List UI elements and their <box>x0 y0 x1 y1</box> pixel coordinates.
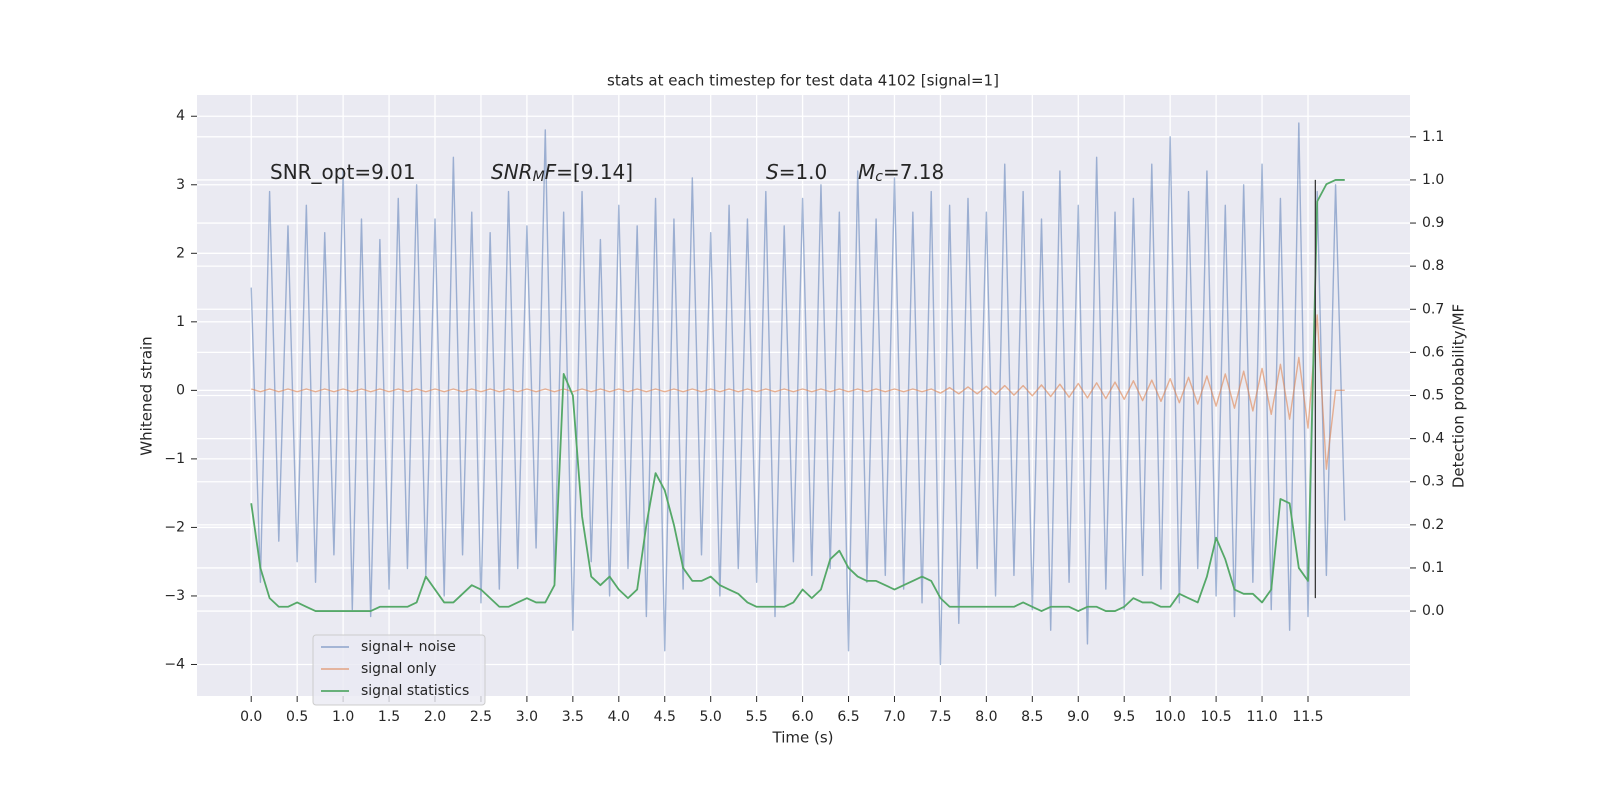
x-tick-label: 3.5 <box>562 709 584 725</box>
annotation-part: M <box>533 169 545 185</box>
y-axis-label: Whitened strain <box>138 336 156 455</box>
y2-tick-label: 0.9 <box>1422 215 1444 231</box>
x-tick-label: 0.5 <box>286 709 308 725</box>
x-axis-label: Time (s) <box>772 729 834 747</box>
x-tick-label: 9.0 <box>1067 709 1089 725</box>
x-tick-label: 6.5 <box>837 709 859 725</box>
y2-axis-label: Detection probability/MF <box>1450 304 1468 488</box>
series-line <box>250 122 1346 666</box>
x-tick-label: 9.5 <box>1113 709 1135 725</box>
y-tick-label: 3 <box>176 177 185 193</box>
annotation-part: c <box>875 169 883 185</box>
annotation-part: =1.0 <box>779 160 828 184</box>
x-tick-label: 7.5 <box>929 709 951 725</box>
y-tick-label: 4 <box>176 108 185 124</box>
y2-tick-label: 1.0 <box>1422 172 1444 188</box>
series-line <box>251 314 1345 470</box>
legend-label: signal only <box>361 661 436 677</box>
x-tick-label: 5.0 <box>700 709 722 725</box>
y-tick-label: −3 <box>164 588 185 604</box>
y-tick-label: −2 <box>164 519 185 535</box>
y2-tick-label: 0.4 <box>1422 431 1444 447</box>
series-line <box>250 179 1345 612</box>
y2-tick-label: 1.1 <box>1422 129 1444 145</box>
x-tick-label: 7.0 <box>883 709 905 725</box>
x-tick-label: 11.5 <box>1292 709 1323 725</box>
annotation-part: =[9.14] <box>556 160 633 184</box>
y2-tick-label: 0.3 <box>1422 474 1444 490</box>
y2-tick-label: 0.1 <box>1422 560 1444 576</box>
x-tick-label: 0.0 <box>240 709 262 725</box>
chart-title: stats at each timestep for test data 410… <box>607 72 999 90</box>
x-tick-label: 5.5 <box>746 709 768 725</box>
annotation: SNR_opt=9.01 <box>270 160 416 184</box>
x-tick-label: 10.5 <box>1201 709 1232 725</box>
y-tick-label: 0 <box>176 382 185 398</box>
y-tick-label: −4 <box>164 656 185 672</box>
x-tick-label: 4.0 <box>608 709 630 725</box>
y2-tick-label: 0.5 <box>1422 388 1444 404</box>
legend-label: signal statistics <box>361 683 469 699</box>
annotation-part: SNR <box>491 160 533 184</box>
annotation-part: =7.18 <box>883 160 944 184</box>
y2-tick-label: 0.6 <box>1422 344 1444 360</box>
x-tick-label: 11.0 <box>1246 709 1277 725</box>
x-tick-label: 2.0 <box>424 709 446 725</box>
x-tick-label: 1.0 <box>332 709 354 725</box>
x-tick-label: 6.0 <box>791 709 813 725</box>
annotation-part: SNR_opt=9.01 <box>270 160 416 184</box>
x-tick-label: 10.0 <box>1155 709 1186 725</box>
y2-tick-label: 0.2 <box>1422 517 1444 533</box>
annotation-part: F <box>545 160 557 184</box>
annotation: S=1.0 <box>766 160 827 184</box>
legend-label: signal+ noise <box>361 639 456 655</box>
x-tick-label: 2.5 <box>470 709 492 725</box>
y-tick-label: 2 <box>176 245 185 261</box>
y-tick-label: −1 <box>164 451 185 467</box>
x-tick-label: 3.0 <box>516 709 538 725</box>
x-tick-label: 8.0 <box>975 709 997 725</box>
y-tick-label: 1 <box>176 314 185 330</box>
y2-tick-label: 0.7 <box>1422 301 1444 317</box>
annotation: Mc=7.18 <box>858 160 944 186</box>
y2-tick-label: 0.0 <box>1422 603 1444 619</box>
annotation: SNRMF=[9.14] <box>491 160 633 186</box>
x-tick-label: 1.5 <box>378 709 400 725</box>
x-tick-label: 4.5 <box>654 709 676 725</box>
y2-tick-label: 0.8 <box>1422 258 1444 274</box>
legend-box <box>312 634 486 706</box>
x-tick-label: 8.5 <box>1021 709 1043 725</box>
annotation-part: M <box>858 160 875 184</box>
annotation-part: S <box>766 160 779 184</box>
